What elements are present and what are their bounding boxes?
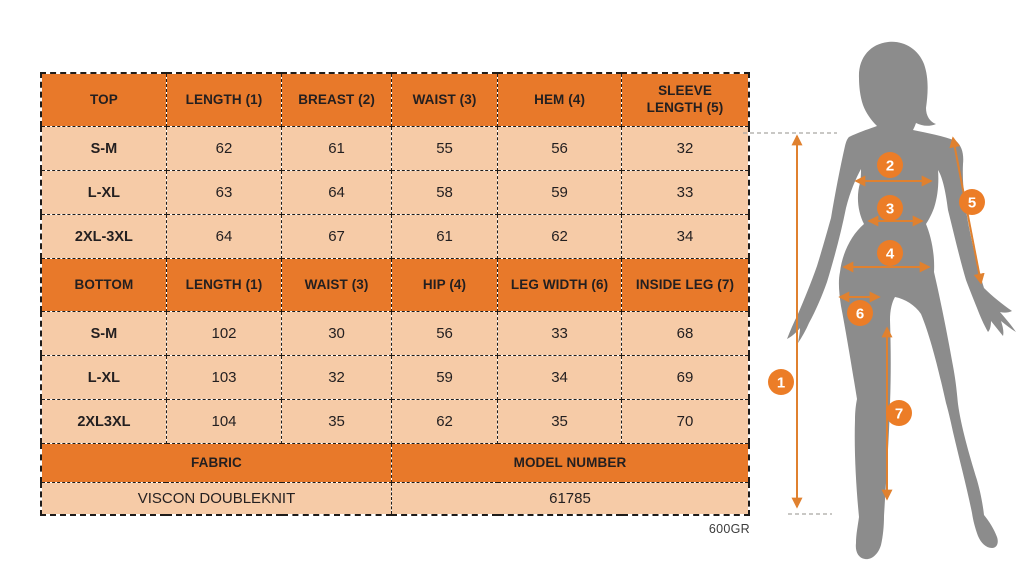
model-number-header-cell: MODEL NUMBER <box>390 443 750 483</box>
top-value-cell: 62 <box>165 126 283 171</box>
top-size-cell: S-M <box>40 126 167 171</box>
bottom-size-cell: S-M <box>40 311 167 356</box>
marker-badge-7: 7 <box>886 400 912 426</box>
size-chart-table: TOP LENGTH (1) BREAST (2) WAIST (3) HEM (4) S… <box>40 72 750 516</box>
table-row: 2XL3XL 104 35 62 35 70 <box>40 399 750 444</box>
table-row: FABRIC MODEL NUMBER <box>40 443 750 483</box>
bottom-size-cell: L-XL <box>40 355 167 400</box>
bottom-value-cell: 30 <box>281 311 392 356</box>
top-value-cell: 32 <box>621 126 750 171</box>
top-size-cell: 2XL-3XL <box>40 214 167 259</box>
bottom-value-cell: 59 <box>390 355 499 400</box>
table-row: BOTTOM LENGTH (1) WAIST (3) HIP (4) LEG WIDT… <box>40 258 750 312</box>
top-value-cell: 59 <box>497 170 623 215</box>
top-size-cell: L-XL <box>40 170 167 215</box>
bottom-value-cell: 33 <box>497 311 623 356</box>
table-row: L-XL 103 32 59 34 69 <box>40 355 750 400</box>
top-header-cell: HEM (4) <box>497 72 623 127</box>
top-value-cell: 67 <box>281 214 392 259</box>
table-row: S-M 102 30 56 33 68 <box>40 311 750 356</box>
bottom-value-cell: 35 <box>497 399 623 444</box>
bottom-header-cell: LENGTH (1) <box>165 258 283 312</box>
svg-text:4: 4 <box>886 246 895 263</box>
svg-text:1: 1 <box>777 375 785 392</box>
svg-text:2: 2 <box>886 158 894 175</box>
marker-badge-4: 4 <box>877 240 903 266</box>
top-header-cell: SLEEVE LENGTH (5) <box>621 72 750 127</box>
bottom-value-cell: 32 <box>281 355 392 400</box>
top-header-cell: WAIST (3) <box>390 72 499 127</box>
top-value-cell: 55 <box>390 126 499 171</box>
svg-text:5: 5 <box>968 195 976 212</box>
top-value-cell: 62 <box>497 214 623 259</box>
bottom-value-cell: 102 <box>165 311 283 356</box>
marker-badge-1: 1 <box>768 369 794 395</box>
bottom-value-cell: 103 <box>165 355 283 400</box>
body-measurement-diagram: 1 2 3 4 5 6 7 <box>743 41 1016 560</box>
top-value-cell: 63 <box>165 170 283 215</box>
female-silhouette <box>787 41 1016 560</box>
top-value-cell: 56 <box>497 126 623 171</box>
bottom-value-cell: 69 <box>621 355 750 400</box>
table-row: 2XL-3XL 64 67 61 62 34 <box>40 214 750 259</box>
bottom-header-cell: BOTTOM <box>40 258 167 312</box>
svg-text:6: 6 <box>856 306 864 323</box>
bottom-value-cell: 34 <box>497 355 623 400</box>
bottom-value-cell: 62 <box>390 399 499 444</box>
bottom-value-cell: 104 <box>165 399 283 444</box>
table-row: L-XL 63 64 58 59 33 <box>40 170 750 215</box>
top-value-cell: 64 <box>165 214 283 259</box>
marker-badge-6: 6 <box>847 300 873 326</box>
bottom-value-cell: 56 <box>390 311 499 356</box>
bottom-value-cell: 35 <box>281 399 392 444</box>
top-value-cell: 64 <box>281 170 392 215</box>
marker-badge-2: 2 <box>877 152 903 178</box>
svg-text:3: 3 <box>886 201 894 218</box>
top-header-cell: BREAST (2) <box>281 72 392 127</box>
bottom-size-cell: 2XL3XL <box>40 399 167 444</box>
table-row: TOP LENGTH (1) BREAST (2) WAIST (3) HEM (4) S… <box>40 72 750 127</box>
bottom-value-cell: 70 <box>621 399 750 444</box>
top-value-cell: 34 <box>621 214 750 259</box>
table-row: VISCON DOUBLEKNIT 61785 <box>40 482 750 516</box>
top-value-cell: 61 <box>281 126 392 171</box>
top-value-cell: 58 <box>390 170 499 215</box>
svg-text:7: 7 <box>895 406 903 423</box>
size-chart: TOP LENGTH (1) BREAST (2) WAIST (3) HEM (4) S… <box>40 72 750 536</box>
bottom-header-cell: HIP (4) <box>390 258 499 312</box>
fabric-weight-note: 600GR <box>708 522 750 536</box>
bottom-header-cell: LEG WIDTH (6) <box>497 258 623 312</box>
fabric-header-cell: FABRIC <box>40 443 392 483</box>
table-row: S-M 62 61 55 56 32 <box>40 126 750 171</box>
marker-badge-5: 5 <box>959 189 985 215</box>
marker-badge-3: 3 <box>877 195 903 221</box>
bottom-header-cell: WAIST (3) <box>281 258 392 312</box>
top-header-cell: LENGTH (1) <box>165 72 283 127</box>
top-value-cell: 33 <box>621 170 750 215</box>
bottom-value-cell: 68 <box>621 311 750 356</box>
top-value-cell: 61 <box>390 214 499 259</box>
bottom-header-cell: INSIDE LEG (7) <box>621 258 750 312</box>
fabric-value-cell: VISCON DOUBLEKNIT <box>40 482 392 516</box>
top-header-cell: TOP <box>40 72 167 127</box>
model-number-value-cell: 61785 <box>390 482 750 516</box>
